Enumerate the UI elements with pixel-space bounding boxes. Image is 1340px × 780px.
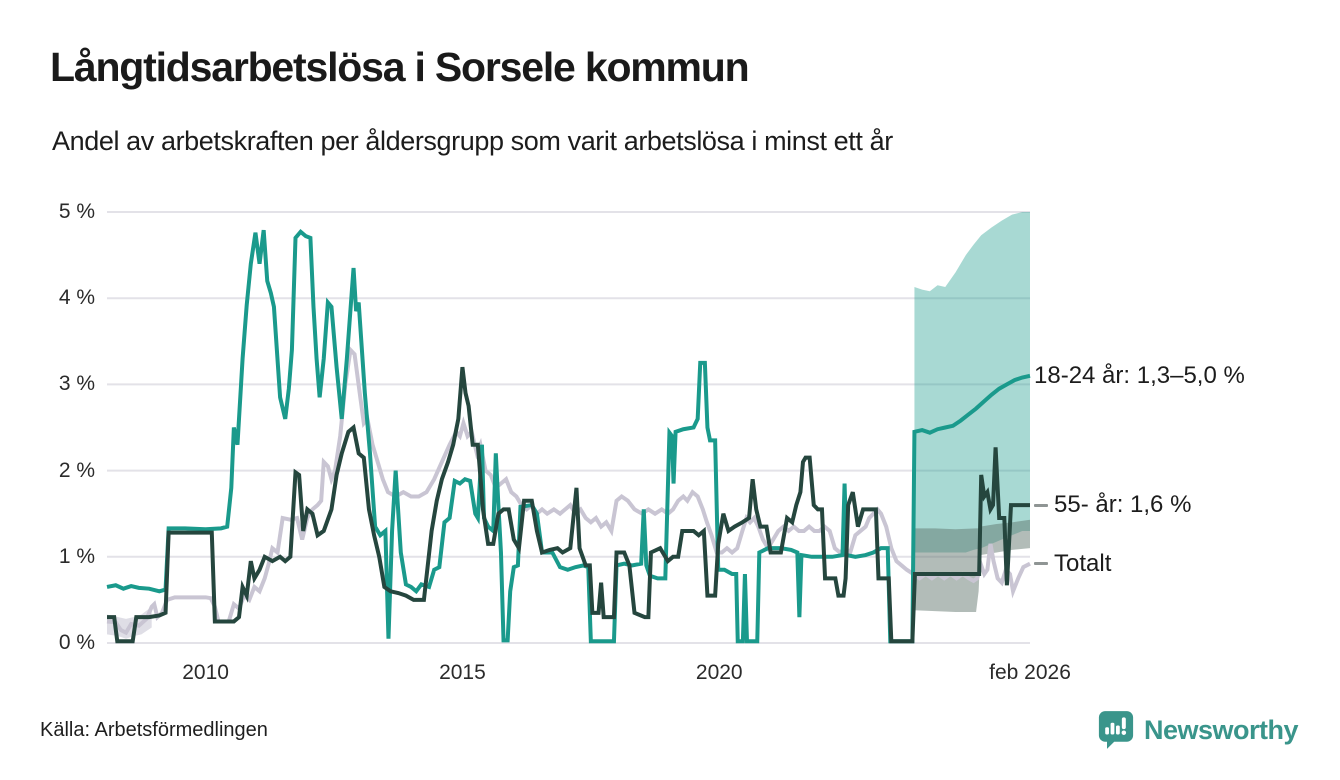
y-tick-label: 0 %: [58, 631, 95, 654]
x-tick-label: 2020: [695, 661, 743, 684]
newsworthy-logo-icon: [1098, 710, 1134, 750]
series-label-18-24-r: 18-24 år: 1,3–5,0 %: [1034, 362, 1245, 390]
chart-subtitle: Andel av arbetskraften per åldersgrupp s…: [52, 126, 893, 156]
series-label-text: Totalt: [1054, 549, 1112, 577]
y-tick-label: 2 %: [58, 458, 95, 482]
page-title: Långtidsarbetslösa i Sorsele kommun: [50, 44, 750, 90]
x-tick-label: 2015: [439, 661, 486, 684]
series-label-55-r: 55- år: 1,6 %: [1034, 491, 1191, 519]
brand-logo: Newsworthy: [1098, 710, 1299, 750]
x-tick-label: 2010: [182, 661, 229, 684]
series-label-text: 18-24 år: 1,3–5,0 %: [1034, 361, 1245, 389]
label-connector-dash: [1034, 503, 1048, 507]
series-label-text: 55- år: 1,6 %: [1054, 491, 1192, 519]
y-tick-label: 4 %: [58, 286, 95, 310]
brand-name: Newsworthy: [1143, 714, 1299, 745]
series-label-totalt: Totalt: [1034, 550, 1111, 578]
y-tick-label: 3 %: [58, 372, 95, 396]
source-note: Källa: Arbetsförmedlingen: [40, 719, 268, 741]
y-tick-label: 1 %: [58, 544, 95, 568]
label-connector-dash: [1034, 562, 1048, 566]
x-tick-label: feb 2026: [989, 661, 1071, 684]
y-tick-label: 5 %: [58, 200, 95, 223]
